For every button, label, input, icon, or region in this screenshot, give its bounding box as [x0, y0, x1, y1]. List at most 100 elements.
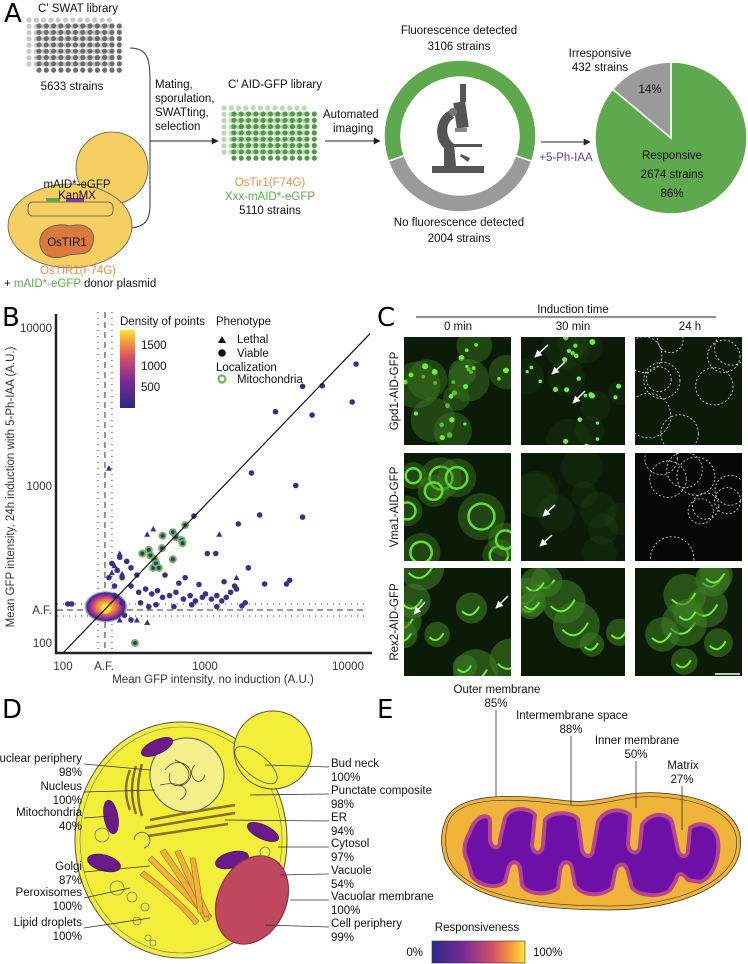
cell-outline — [666, 453, 703, 489]
plate-well — [282, 130, 288, 136]
plate-well — [311, 130, 317, 136]
plate-well — [267, 136, 274, 142]
viable-point — [192, 598, 199, 604]
viable-point — [309, 412, 315, 418]
cell — [580, 390, 611, 422]
punctum — [588, 392, 594, 398]
compartment-percent: 100% — [331, 772, 360, 784]
punctum — [583, 393, 588, 398]
er-segment — [709, 640, 727, 651]
plate-well — [87, 54, 93, 61]
mitochondrion-compartment-labels: Outer membrane 85% Intermembrane space 88% I… — [454, 684, 699, 830]
fluorescence-donut-chart — [383, 59, 537, 213]
plate-well — [253, 117, 259, 123]
plate-well — [246, 149, 252, 155]
plate-well — [102, 54, 108, 61]
aid-count: 5110 strains — [239, 205, 301, 217]
micrograph-tile — [521, 568, 625, 676]
viable-point — [159, 594, 166, 601]
plate-well — [304, 130, 310, 136]
plate-well — [260, 124, 266, 130]
plate-well — [43, 48, 49, 54]
compartment-percent: 98% — [331, 799, 354, 811]
plate-well — [26, 17, 32, 23]
plate-well — [72, 42, 79, 48]
viable-point — [145, 603, 152, 610]
cell-outline — [649, 536, 695, 561]
plate-well — [257, 105, 264, 111]
plate-well — [116, 29, 122, 35]
cell — [443, 384, 470, 411]
mitochondria-point — [168, 555, 177, 564]
plate-well — [84, 17, 90, 23]
er-segment — [497, 663, 511, 670]
plate-well — [51, 61, 57, 67]
punctum — [466, 367, 471, 372]
yeast-cell-illustration — [7, 131, 149, 269]
localization-legend-title: Localization — [216, 362, 277, 374]
plate-well — [62, 17, 69, 23]
plate-well — [304, 155, 310, 161]
punctum — [529, 365, 534, 370]
viable-point — [154, 587, 161, 594]
panel-a: A C' SWAT library 5633 strains Mating, s… — [4, 0, 748, 290]
viable-point — [233, 586, 240, 592]
plate-well — [80, 42, 86, 48]
plate-well — [311, 117, 317, 123]
punctum — [497, 377, 501, 381]
plate-well — [267, 111, 274, 117]
viable-point — [171, 603, 177, 610]
treatment-label: +5-Ph-IAA — [539, 152, 593, 164]
cell — [404, 532, 441, 561]
ring-icon — [217, 374, 227, 384]
punctum — [577, 417, 583, 422]
viable-point — [299, 383, 306, 390]
viable-point — [299, 514, 306, 520]
punctum — [595, 437, 600, 441]
row-rex2: Rex2-AID-GFP — [389, 583, 401, 661]
lethal-point — [111, 562, 118, 569]
plate-well — [87, 29, 93, 35]
lethal-point — [133, 616, 140, 623]
plate-well — [260, 136, 266, 142]
cell — [608, 380, 625, 405]
punctum — [525, 370, 529, 374]
panel-d-cell-diagram: D — [0, 695, 434, 959]
viable-point — [142, 586, 149, 592]
lethal-point — [108, 569, 115, 576]
punctum — [573, 353, 579, 359]
er-segment — [678, 611, 697, 621]
cell — [546, 418, 592, 445]
compartment-label: Peroxisomes — [16, 887, 83, 899]
microscope-icon — [432, 84, 484, 173]
punctum — [439, 434, 445, 441]
viable-point — [173, 589, 179, 596]
plate-well — [109, 54, 115, 61]
panel-label-b: B — [2, 303, 20, 333]
er-segment — [462, 669, 488, 676]
cell — [404, 568, 444, 591]
plate-well — [282, 142, 288, 149]
leader-line — [264, 924, 330, 928]
cell — [521, 359, 544, 395]
cell — [404, 361, 441, 409]
cell — [537, 494, 575, 532]
cell — [521, 473, 556, 518]
plate-well — [311, 124, 317, 130]
compartment-percent: 40% — [59, 821, 82, 833]
leader-line — [83, 865, 151, 873]
viable-point — [188, 601, 195, 608]
viable-point — [121, 612, 128, 619]
induction-time-header: Induction time — [537, 304, 609, 316]
viable-point — [283, 581, 290, 587]
plate-well — [80, 48, 86, 54]
er-segment — [550, 599, 576, 613]
responsive-label: Responsive — [642, 150, 702, 162]
plate-well — [287, 105, 293, 111]
cell-outline — [687, 498, 714, 525]
plate-well — [43, 42, 49, 48]
viable-point — [64, 601, 71, 607]
compartment-label: Nucleus — [40, 781, 82, 793]
plate-well — [228, 105, 234, 111]
plate-well — [72, 67, 79, 73]
